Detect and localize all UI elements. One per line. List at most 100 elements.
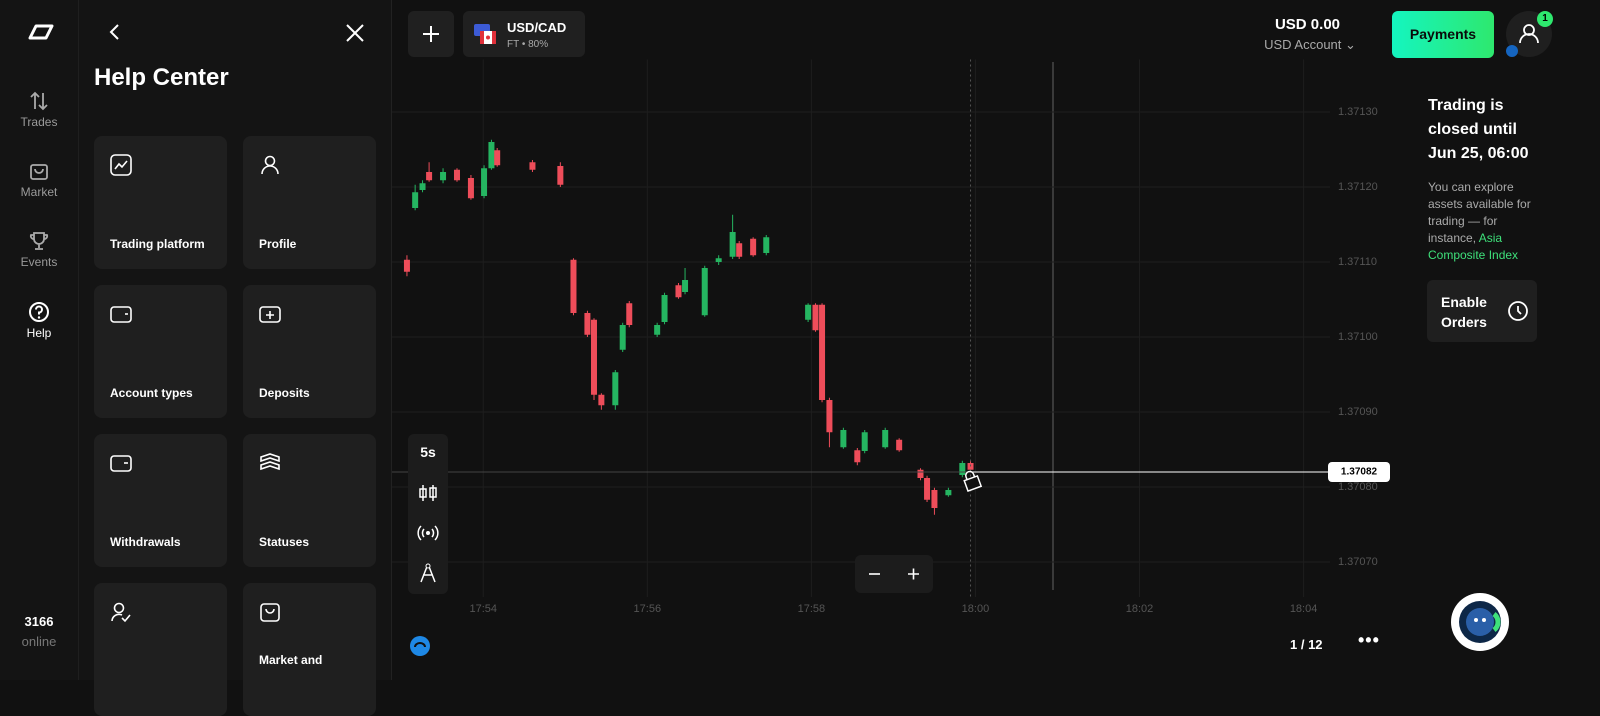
left-rail: Trades Market Events Help 3166 online (0, 0, 79, 680)
drawing-button[interactable] (418, 562, 438, 584)
balance: USD 0.00 (1274, 16, 1341, 33)
card-label: Statuses (259, 535, 310, 549)
candle-body (598, 394, 605, 406)
enable-orders-button[interactable]: Enable Orders (1427, 280, 1537, 342)
card-label: Account types (110, 386, 193, 400)
candle-body (917, 469, 924, 478)
help-card[interactable] (94, 583, 227, 716)
nav-label: Events (20, 255, 58, 269)
candle-body (861, 432, 868, 451)
price-label: 1.37082 (1341, 467, 1378, 478)
closed-description: You can explore assets available for tra… (1428, 179, 1540, 264)
candle-body (440, 172, 447, 181)
candle-body (736, 243, 743, 257)
candle-body (557, 166, 564, 185)
candle-body (826, 400, 833, 433)
nav-help[interactable]: Help (0, 301, 78, 340)
card-label: Withdrawals (110, 535, 181, 549)
nav-label: Trades (20, 115, 58, 129)
description-text: You can explore assets available for tra… (1428, 180, 1531, 245)
close-button[interactable] (345, 23, 365, 43)
candle-body (896, 439, 903, 451)
candle-body (612, 372, 619, 406)
candle-body (626, 303, 633, 325)
y-tick-label: 1.37090 (1338, 406, 1378, 418)
candle-body (412, 192, 419, 208)
signals-button[interactable] (417, 523, 439, 543)
asset-name: USD/CAD (507, 20, 567, 35)
nav-market[interactable]: Market (0, 160, 78, 199)
x-tick-label: 17:56 (634, 603, 662, 615)
closed-title: Trading is closed until Jun 25, 06:00 (1428, 97, 1529, 162)
y-tick-label: 1.37070 (1338, 556, 1378, 568)
help-card[interactable]: Account types (94, 285, 227, 418)
candle-body (715, 258, 722, 262)
zoom-out[interactable] (855, 555, 894, 593)
card-label: Market and (259, 653, 323, 667)
nav-trades[interactable]: Trades (0, 90, 78, 129)
lock-icon (963, 470, 983, 492)
x-tick-label: 18:04 (1290, 603, 1318, 615)
help-card[interactable]: Profile (243, 136, 376, 269)
more-button[interactable]: ••• (1358, 630, 1380, 650)
candle-body (488, 142, 495, 169)
account-label: USD Account (1264, 37, 1342, 52)
candle-body (729, 232, 736, 257)
y-tick-label: 1.37080 (1338, 481, 1378, 493)
candle-body (529, 162, 536, 170)
help-card[interactable]: Market and (243, 583, 376, 716)
y-tick-label: 1.37110 (1338, 256, 1377, 268)
candle-body (812, 304, 819, 331)
help-card[interactable]: Trading platform (94, 136, 227, 269)
asset-link[interactable]: Asia Composite Index (1428, 231, 1519, 262)
nav-events[interactable]: Events (0, 230, 78, 269)
candle-body (750, 238, 757, 256)
candle-body (805, 304, 812, 320)
help-card[interactable]: Deposits (243, 285, 376, 418)
help-title: Help Center (94, 64, 229, 91)
candle-body (619, 325, 626, 350)
asset-selector[interactable]: USD/CAD FT • 80% (463, 11, 585, 57)
candle-body (763, 237, 770, 253)
candle-body (570, 259, 577, 313)
price-chart: 1.37070 1.37080 1.37090 1.37100 1.37110 1.371… (392, 59, 1390, 615)
back-button[interactable] (105, 22, 125, 42)
online-count: 3166 (24, 614, 54, 629)
add-asset-button[interactable] (408, 11, 454, 57)
timeframe-button[interactable]: 5s (420, 444, 436, 460)
candle-body (481, 168, 488, 196)
zoom-controls (855, 555, 933, 593)
logo[interactable] (24, 22, 56, 42)
online-label: online (21, 634, 57, 649)
candle-body (959, 463, 966, 475)
candle-body (840, 430, 847, 448)
chart-type-button[interactable] (418, 483, 438, 503)
x-tick-label: 18:02 (1126, 603, 1154, 615)
candle-body (819, 304, 826, 400)
candle-body (682, 280, 689, 292)
help-card[interactable]: Withdrawals (94, 434, 227, 567)
help-card[interactable]: Statuses (243, 434, 376, 567)
candle-body (426, 172, 433, 181)
y-tick-label: 1.37120 (1338, 181, 1378, 193)
x-tick-label: 18:00 (962, 603, 990, 615)
candle-body (590, 319, 597, 395)
zoom-in[interactable] (894, 555, 933, 593)
candle-body (584, 313, 591, 335)
asset-info: FT • 80% (507, 39, 549, 50)
trading-panel: Trading is closed until Jun 25, 06:00 Yo… (1410, 0, 1600, 680)
scroll-handle[interactable] (410, 636, 430, 656)
y-tick-label: 1.37130 (1338, 106, 1378, 118)
candle-body (945, 490, 952, 496)
payments-button[interactable]: Payments (1392, 11, 1494, 58)
chart-tools: 5s (408, 434, 448, 594)
candle-body (467, 178, 474, 199)
candle-body (931, 490, 938, 508)
profile-button[interactable] (1506, 11, 1552, 57)
card-label: Profile (259, 237, 297, 251)
candle-body (661, 295, 668, 322)
candle-body (419, 183, 426, 190)
account-selector[interactable]: USD Account ⌄ (1264, 37, 1356, 52)
support-avatar[interactable] (1450, 592, 1510, 652)
